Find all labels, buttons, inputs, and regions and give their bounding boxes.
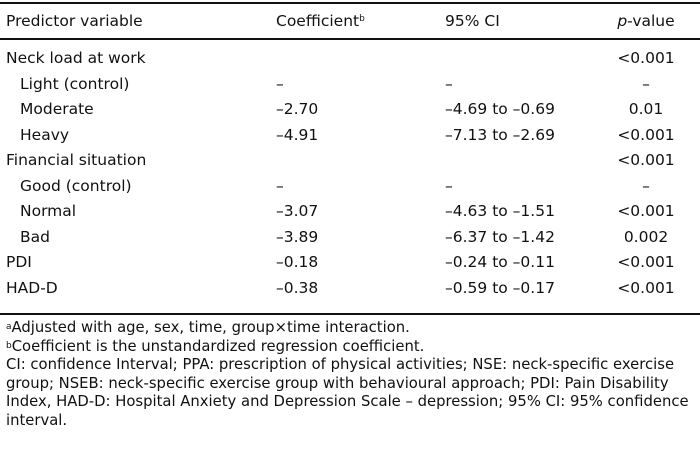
row-ci: –7.13 to –2.69 xyxy=(445,125,555,144)
row-label: Bad xyxy=(20,227,50,246)
row-coefficient: – xyxy=(276,176,284,195)
table-row: PDI –0.18 –0.24 to –0.11 <0.001 xyxy=(0,249,700,275)
header-coefficient: Coefficientb xyxy=(276,11,365,31)
table-row: HAD-D –0.38 –0.59 to –0.17 <0.001 xyxy=(0,275,700,301)
table-row: Heavy –4.91 –7.13 to –2.69 <0.001 xyxy=(0,122,700,148)
top-rule xyxy=(0,2,700,4)
row-p-value: 0.01 xyxy=(628,100,664,118)
row-coefficient: –3.07 xyxy=(276,202,319,220)
header-rule xyxy=(0,38,700,40)
header-p-rest: -value xyxy=(627,12,675,30)
footnote-marker-b: b xyxy=(6,340,12,351)
row-p-value: <0.001 xyxy=(617,278,675,297)
header-predictor: Predictor variable xyxy=(6,12,143,30)
footnote-b-text: Coefficient is the unstandardized regres… xyxy=(11,337,425,355)
row-label: Financial situation xyxy=(6,151,147,169)
row-coefficient: –4.91 xyxy=(276,125,319,144)
row-label: HAD-D xyxy=(6,278,58,297)
row-ci: – xyxy=(445,176,453,195)
row-p-value: <0.001 xyxy=(617,151,675,169)
footnote-marker-b: b xyxy=(359,14,365,24)
row-ci: –6.37 to –1.42 xyxy=(445,227,555,246)
row-label: Good (control) xyxy=(20,176,132,195)
row-coefficient: – xyxy=(276,74,284,93)
footnote-marker-a: a xyxy=(6,322,12,332)
row-coefficient: –0.18 xyxy=(276,253,319,271)
footnote-a-text: Adjusted with age, sex, time, group×time… xyxy=(11,319,410,336)
row-p-value: <0.001 xyxy=(617,253,675,271)
header-p-value: p-value xyxy=(598,11,694,31)
row-label: Normal xyxy=(20,202,77,220)
row-coefficient: –2.70 xyxy=(276,100,319,118)
row-coefficient: –0.38 xyxy=(276,278,319,297)
table-footnotes: aAdjusted with age, sex, time, group×tim… xyxy=(6,319,694,430)
table-row: Light (control) – – – xyxy=(0,71,700,97)
table-row: Financial situation <0.001 xyxy=(0,147,700,173)
table-row: Moderate –2.70 –4.69 to –0.69 0.01 xyxy=(0,96,700,122)
row-label: PDI xyxy=(6,253,32,271)
table-row: Bad –3.89 –6.37 to –1.42 0.002 xyxy=(0,224,700,250)
footnote-a: aAdjusted with age, sex, time, group×tim… xyxy=(6,319,694,338)
row-ci: –4.69 to –0.69 xyxy=(445,100,555,118)
table-body: Neck load at work <0.001 Light (control)… xyxy=(0,45,700,300)
header-coefficient-label: Coefficient xyxy=(276,12,360,30)
row-p-value: – xyxy=(642,176,650,195)
header-ci: 95% CI xyxy=(445,12,500,30)
header-p-italic: p xyxy=(617,12,628,30)
row-p-value: 0.002 xyxy=(623,227,669,246)
row-ci: – xyxy=(445,74,453,93)
row-p-value: <0.001 xyxy=(617,49,675,67)
row-label: Neck load at work xyxy=(6,49,146,67)
table-row: Normal –3.07 –4.63 to –1.51 <0.001 xyxy=(0,198,700,224)
row-p-value: – xyxy=(642,74,650,93)
table-header: Predictor variable Coefficientb 95% CI p… xyxy=(0,4,700,38)
row-ci: –0.59 to –0.17 xyxy=(445,278,555,297)
row-p-value: <0.001 xyxy=(617,202,675,220)
row-ci: –0.24 to –0.11 xyxy=(445,253,555,271)
row-label: Heavy xyxy=(20,125,70,144)
abbreviations-note: CI: confidence Interval; PPA: prescripti… xyxy=(6,356,689,429)
row-label: Moderate xyxy=(20,100,94,118)
row-ci: –4.63 to –1.51 xyxy=(445,202,555,220)
footnote-b: bCoefficient is the unstandardized regre… xyxy=(6,338,694,357)
row-label: Light (control) xyxy=(20,74,130,93)
row-p-value: <0.001 xyxy=(617,125,675,144)
table-row: Good (control) – – – xyxy=(0,173,700,199)
row-coefficient: –3.89 xyxy=(276,227,319,246)
table-row: Neck load at work <0.001 xyxy=(0,45,700,71)
bottom-rule xyxy=(0,313,700,315)
